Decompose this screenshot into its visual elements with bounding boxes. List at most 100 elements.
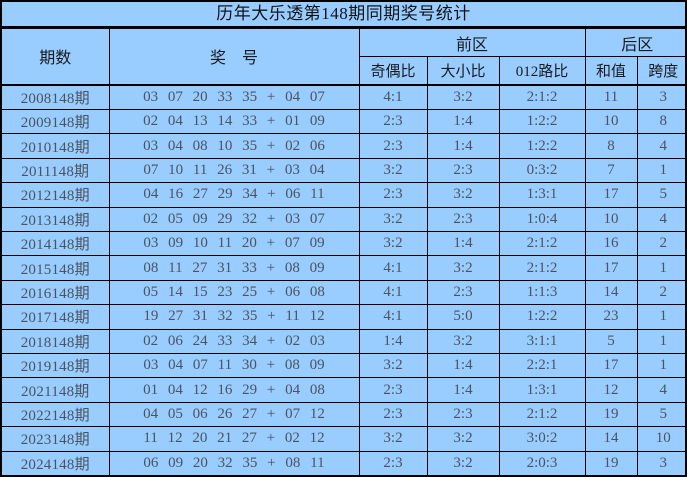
- cell-span: 2: [636, 279, 685, 306]
- cell-winning-numbers: 02 06 24 33 34 + 02 03: [108, 328, 360, 355]
- cell-sum: 8: [584, 133, 638, 159]
- cell-odd-even-ratio: 3:2: [358, 157, 428, 184]
- column-group-back-zone: 后区: [584, 28, 685, 57]
- cell-sum: 19: [584, 450, 638, 475]
- cell-sum: 23: [584, 304, 638, 330]
- cell-012-route-ratio: 2:1:2: [498, 84, 586, 110]
- cell-sum: 17: [584, 182, 638, 208]
- table-row: 2016148期 05 14 15 23 25 + 06 08 4:1 2:3 …: [2, 279, 685, 306]
- cell-span: 4: [636, 133, 685, 159]
- cell-sum: 17: [584, 353, 638, 379]
- cell-winning-numbers: 02 05 09 29 32 + 03 07: [108, 206, 360, 232]
- cell-012-route-ratio: 1:1:3: [498, 279, 586, 306]
- cell-span: 1: [636, 255, 685, 281]
- cell-odd-even-ratio: 4:1: [358, 255, 428, 281]
- cell-period: 2024148期: [2, 450, 110, 475]
- cell-big-small-ratio: 2:3: [426, 157, 500, 184]
- cell-sum: 11: [584, 84, 638, 110]
- cell-odd-even-ratio: 1:4: [358, 328, 428, 355]
- table-row: 2008148期 03 07 20 33 35 + 04 07 4:1 3:2 …: [2, 84, 685, 110]
- column-header-big-small: 大小比: [426, 56, 500, 86]
- cell-period: 2021148期: [2, 377, 110, 403]
- cell-winning-numbers: 01 04 12 16 29 + 04 08: [108, 377, 360, 403]
- cell-big-small-ratio: 1:4: [426, 230, 500, 257]
- cell-big-small-ratio: 3:2: [426, 328, 500, 355]
- cell-012-route-ratio: 3:1:1: [498, 328, 586, 355]
- column-header-numbers: 奖 号: [108, 28, 360, 86]
- cell-span: 5: [636, 182, 685, 208]
- cell-012-route-ratio: 2:1:2: [498, 230, 586, 257]
- cell-odd-even-ratio: 3:2: [358, 206, 428, 232]
- cell-period: 2013148期: [2, 206, 110, 232]
- cell-012-route-ratio: 0:3:2: [498, 157, 586, 184]
- table-row: 2014148期 03 09 10 11 20 + 07 09 3:2 1:4 …: [2, 230, 685, 257]
- table-row: 2022148期 04 05 06 26 27 + 07 12 2:3 2:3 …: [2, 401, 685, 428]
- table-row: 2021148期 01 04 12 16 29 + 04 08 2:3 1:4 …: [2, 377, 685, 403]
- cell-odd-even-ratio: 4:1: [358, 279, 428, 306]
- cell-odd-even-ratio: 3:2: [358, 353, 428, 379]
- table-row: 2023148期 11 12 20 21 27 + 02 12 3:2 3:2 …: [2, 426, 685, 452]
- cell-sum: 17: [584, 255, 638, 281]
- table-row: 2009148期 02 04 13 14 33 + 01 09 2:3 1:4 …: [2, 108, 685, 135]
- cell-period: 2016148期: [2, 279, 110, 306]
- cell-odd-even-ratio: 2:3: [358, 401, 428, 428]
- cell-012-route-ratio: 1:3:1: [498, 182, 586, 208]
- column-header-odd-even: 奇偶比: [359, 56, 428, 86]
- cell-winning-numbers: 02 04 13 14 33 + 01 09: [108, 108, 360, 135]
- table-row: 2013148期 02 05 09 29 32 + 03 07 3:2 2:3 …: [2, 206, 685, 232]
- lottery-stats-table: 期数 奖 号 前区 后区 奇偶比 大小比 012路比 和值 跨度 2008148…: [2, 28, 685, 475]
- cell-period: 2019148期: [2, 353, 110, 379]
- cell-012-route-ratio: 2:2:1: [498, 353, 586, 379]
- cell-big-small-ratio: 1:4: [426, 377, 500, 403]
- cell-big-small-ratio: 2:3: [426, 279, 500, 306]
- cell-span: 2: [636, 230, 685, 257]
- cell-span: 3: [636, 450, 685, 475]
- cell-012-route-ratio: 2:1:2: [498, 255, 586, 281]
- cell-sum: 19: [584, 401, 638, 428]
- cell-winning-numbers: 03 04 07 11 30 + 08 09: [108, 353, 360, 379]
- cell-odd-even-ratio: 2:3: [358, 450, 428, 475]
- cell-winning-numbers: 03 09 10 11 20 + 07 09: [108, 230, 360, 257]
- cell-winning-numbers: 04 05 06 26 27 + 07 12: [108, 401, 360, 428]
- column-header-route-012: 012路比: [498, 56, 586, 86]
- cell-odd-even-ratio: 2:3: [358, 182, 428, 208]
- table-row: 2011148期 07 10 11 26 31 + 03 04 3:2 2:3 …: [2, 157, 685, 184]
- table-row: 2017148期 19 27 31 32 35 + 11 12 4:1 5:0 …: [2, 304, 685, 330]
- cell-big-small-ratio: 3:2: [426, 182, 500, 208]
- cell-period: 2023148期: [2, 426, 110, 452]
- cell-period: 2017148期: [2, 304, 110, 330]
- cell-sum: 5: [584, 328, 638, 355]
- cell-012-route-ratio: 1:2:2: [498, 133, 586, 159]
- cell-winning-numbers: 04 16 27 29 34 + 06 11: [108, 182, 360, 208]
- cell-period: 2018148期: [2, 328, 110, 355]
- cell-span: 8: [636, 108, 685, 135]
- cell-sum: 12: [584, 377, 638, 403]
- cell-winning-numbers: 06 09 20 32 35 + 08 11: [108, 450, 360, 475]
- cell-big-small-ratio: 3:2: [426, 450, 500, 475]
- cell-span: 1: [636, 304, 685, 330]
- cell-winning-numbers: 07 10 11 26 31 + 03 04: [108, 157, 360, 184]
- cell-winning-numbers: 03 07 20 33 35 + 04 07: [108, 84, 360, 110]
- cell-period: 2008148期: [2, 84, 110, 110]
- column-header-span: 跨度: [636, 56, 685, 86]
- cell-012-route-ratio: 2:0:3: [498, 450, 586, 475]
- table-row: 2010148期 03 04 08 10 35 + 02 06 2:3 1:4 …: [2, 133, 685, 159]
- table-row: 2015148期 08 11 27 31 33 + 08 09 4:1 3:2 …: [2, 255, 685, 281]
- cell-span: 1: [636, 157, 685, 184]
- cell-winning-numbers: 11 12 20 21 27 + 02 12: [108, 426, 360, 452]
- cell-span: 4: [636, 377, 685, 403]
- table-row: 2012148期 04 16 27 29 34 + 06 11 2:3 3:2 …: [2, 182, 685, 208]
- cell-period: 2011148期: [2, 157, 110, 184]
- cell-odd-even-ratio: 2:3: [358, 377, 428, 403]
- cell-big-small-ratio: 5:0: [426, 304, 500, 330]
- column-header-period: 期数: [2, 28, 110, 86]
- cell-period: 2014148期: [2, 230, 110, 257]
- table-body: 2008148期 03 07 20 33 35 + 04 07 4:1 3:2 …: [2, 84, 685, 475]
- column-group-front-zone: 前区: [358, 28, 586, 57]
- cell-period: 2022148期: [2, 401, 110, 428]
- cell-period: 2012148期: [2, 182, 110, 208]
- cell-winning-numbers: 03 04 08 10 35 + 02 06: [108, 133, 360, 159]
- table-row: 2019148期 03 04 07 11 30 + 08 09 3:2 1:4 …: [2, 353, 685, 379]
- cell-big-small-ratio: 2:3: [426, 206, 500, 232]
